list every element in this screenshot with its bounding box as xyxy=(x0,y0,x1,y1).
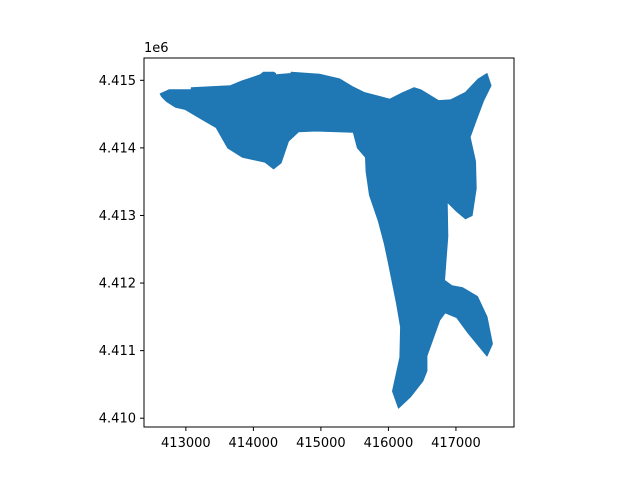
y-tick-label: 4.414 xyxy=(99,141,136,156)
y-tick-label: 4.415 xyxy=(99,74,136,89)
x-axis: 413000 414000 415000 416000 417000 xyxy=(161,427,481,451)
x-tick-label: 416000 xyxy=(364,436,414,451)
axes-frame xyxy=(143,57,515,428)
y-offset-label: 1e6 xyxy=(144,41,169,56)
x-tick-label: 414000 xyxy=(229,436,279,451)
y-tick-label: 4.410 xyxy=(99,412,136,427)
y-tick-label: 4.412 xyxy=(99,277,136,292)
y-axis: 4.410 4.411 4.412 4.413 4.414 4.415 xyxy=(99,74,144,427)
x-tick-label: 415000 xyxy=(296,436,346,451)
x-tick-label: 417000 xyxy=(431,436,481,451)
plot-area xyxy=(159,71,493,409)
region-polygon-0 xyxy=(159,71,493,409)
x-tick-label: 413000 xyxy=(161,436,211,451)
y-tick-label: 4.413 xyxy=(99,209,136,224)
y-tick-label: 4.411 xyxy=(99,344,136,359)
